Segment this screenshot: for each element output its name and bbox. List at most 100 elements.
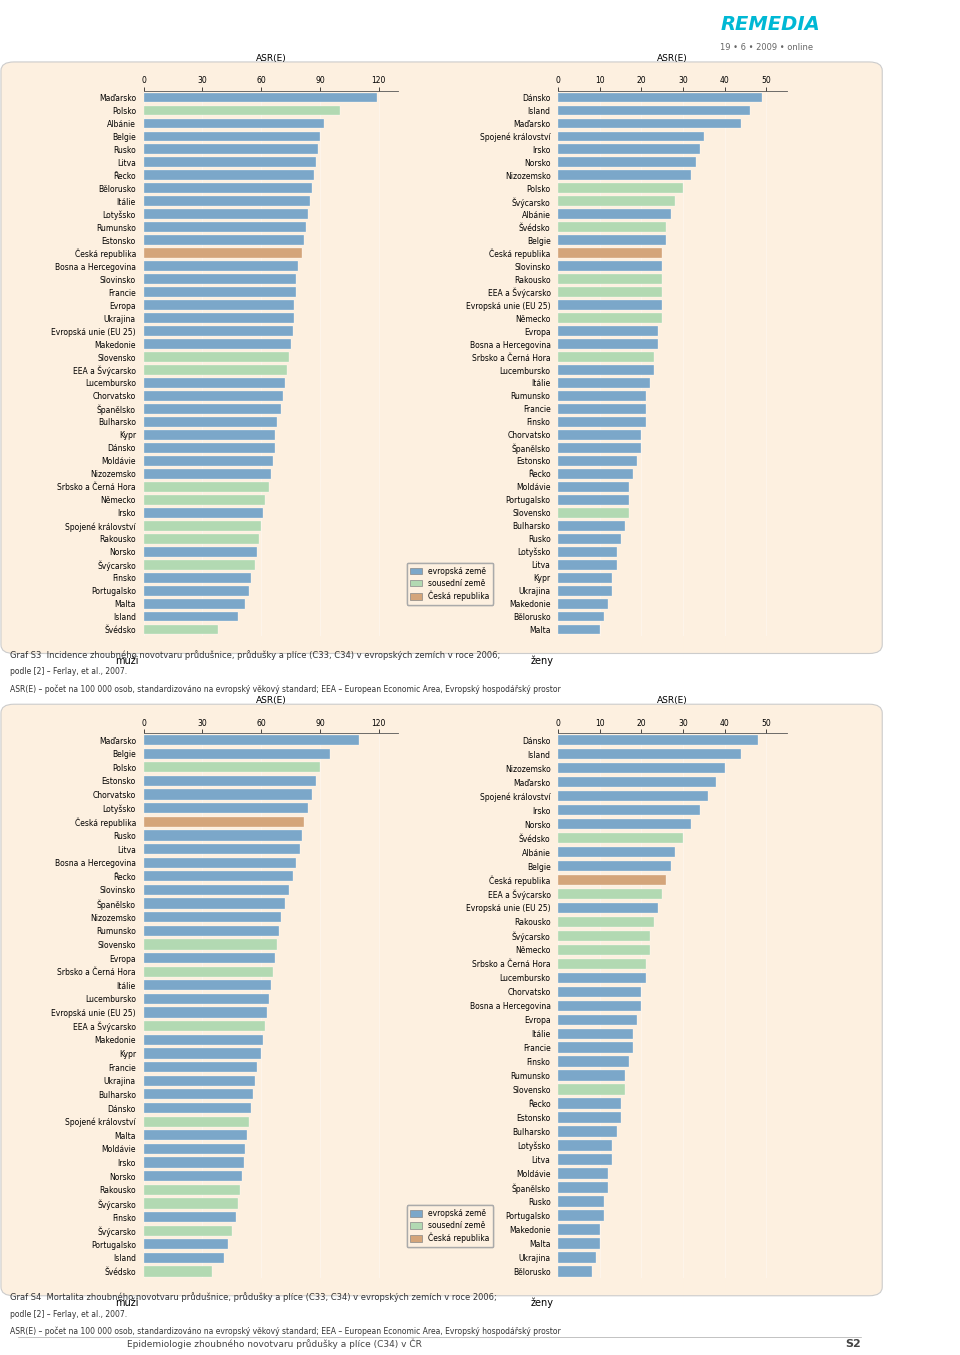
Bar bbox=[559, 1015, 637, 1024]
Bar bbox=[559, 599, 609, 608]
Bar bbox=[144, 734, 359, 745]
Bar bbox=[559, 573, 612, 583]
Bar bbox=[144, 364, 287, 375]
Bar bbox=[144, 171, 314, 180]
Bar bbox=[144, 980, 271, 991]
Bar bbox=[144, 599, 246, 608]
Bar bbox=[144, 145, 318, 154]
Bar bbox=[559, 776, 716, 787]
Bar bbox=[144, 1062, 257, 1072]
Bar bbox=[144, 157, 316, 167]
Bar bbox=[559, 1084, 625, 1095]
Bar bbox=[144, 898, 285, 909]
Text: Graf S4  Mortalita zhoubného novotvaru průdušnice, průdušky a plíce (C33, C34) v: Graf S4 Mortalita zhoubného novotvaru pr… bbox=[10, 1293, 496, 1302]
Bar bbox=[144, 858, 297, 867]
Bar bbox=[144, 248, 302, 257]
Bar bbox=[559, 392, 646, 401]
Bar bbox=[144, 301, 295, 310]
Bar bbox=[559, 482, 629, 492]
Bar bbox=[144, 339, 291, 350]
Bar bbox=[559, 944, 650, 955]
Bar bbox=[144, 274, 297, 285]
Bar bbox=[559, 262, 662, 271]
Bar bbox=[559, 495, 629, 504]
Bar bbox=[144, 210, 308, 220]
Bar bbox=[559, 352, 654, 362]
Text: S2: S2 bbox=[845, 1339, 861, 1350]
Bar bbox=[559, 860, 671, 871]
Bar bbox=[144, 1076, 255, 1085]
FancyBboxPatch shape bbox=[1, 705, 882, 1295]
Bar bbox=[144, 804, 308, 813]
Bar bbox=[144, 1157, 244, 1168]
Bar bbox=[144, 508, 263, 518]
Bar bbox=[144, 1198, 238, 1209]
Text: Graf S3  Incidence zhoubného novotvaru průdušnice, průdušky a plíce (C33, C34) v: Graf S3 Incidence zhoubného novotvaru pr… bbox=[10, 650, 500, 660]
Bar bbox=[559, 611, 604, 622]
Bar bbox=[559, 196, 675, 206]
Bar bbox=[559, 183, 684, 194]
Bar bbox=[559, 457, 637, 466]
Bar bbox=[559, 417, 646, 427]
Bar bbox=[144, 1089, 253, 1099]
Legend: evropská země, sousední země, Česká republika: evropská země, sousední země, Česká repu… bbox=[406, 562, 493, 606]
Bar bbox=[144, 573, 252, 583]
Bar bbox=[144, 443, 275, 453]
Bar bbox=[144, 912, 280, 923]
Bar bbox=[559, 274, 662, 285]
Bar bbox=[559, 1000, 641, 1011]
Bar bbox=[559, 791, 708, 801]
Bar bbox=[144, 287, 297, 297]
Bar bbox=[559, 364, 654, 375]
Bar bbox=[559, 339, 659, 350]
Bar bbox=[144, 106, 340, 115]
Bar bbox=[144, 1103, 252, 1112]
Text: ženy: ženy bbox=[531, 1298, 554, 1309]
X-axis label: ASR(E): ASR(E) bbox=[255, 54, 286, 62]
Bar bbox=[559, 1252, 596, 1263]
Bar bbox=[559, 313, 662, 322]
Bar bbox=[144, 1171, 242, 1182]
Bar bbox=[559, 378, 650, 388]
Bar bbox=[144, 1022, 265, 1031]
Bar bbox=[559, 1099, 621, 1108]
Bar bbox=[559, 902, 659, 913]
Bar bbox=[559, 1183, 609, 1192]
Bar bbox=[559, 973, 646, 984]
Text: Přehledy-názory-diskuse: Přehledy-názory-diskuse bbox=[911, 785, 920, 896]
Bar bbox=[559, 443, 641, 453]
Bar bbox=[144, 236, 304, 245]
Bar bbox=[559, 1238, 600, 1249]
Bar bbox=[144, 495, 265, 504]
Bar bbox=[144, 748, 330, 759]
Bar bbox=[144, 313, 295, 322]
Text: 19 • 6 • 2009 • online: 19 • 6 • 2009 • online bbox=[720, 43, 813, 51]
Bar bbox=[144, 404, 280, 413]
Bar bbox=[559, 1126, 616, 1137]
Text: ASR(E) – počet na 100 000 osob, standardizováno na evropský věkový standard; EEA: ASR(E) – počet na 100 000 osob, standard… bbox=[10, 1327, 561, 1336]
Bar bbox=[559, 958, 646, 969]
Bar bbox=[559, 1042, 634, 1053]
Text: podle [2] – Ferlay, et al., 2007.: podle [2] – Ferlay, et al., 2007. bbox=[10, 667, 127, 676]
Bar bbox=[144, 776, 316, 786]
Bar bbox=[559, 847, 675, 858]
Legend: evropská země, sousední země, Česká republika: evropská země, sousední země, Česká repu… bbox=[406, 1205, 493, 1248]
Bar bbox=[144, 118, 324, 129]
Bar bbox=[144, 939, 276, 950]
Text: ASR(E) – počet na 100 000 osob, standardizováno na evropský věkový standard; EEA: ASR(E) – počet na 100 000 osob, standard… bbox=[10, 684, 561, 694]
Bar bbox=[559, 833, 684, 843]
Bar bbox=[559, 1210, 604, 1221]
Bar bbox=[559, 106, 750, 115]
Bar bbox=[144, 469, 271, 478]
Bar bbox=[144, 1035, 263, 1045]
Bar bbox=[144, 885, 289, 896]
Bar bbox=[559, 1057, 629, 1066]
Bar bbox=[144, 534, 259, 543]
Bar bbox=[144, 222, 306, 232]
Bar bbox=[559, 1266, 591, 1276]
Bar bbox=[144, 482, 269, 492]
Bar bbox=[559, 210, 671, 220]
Bar bbox=[144, 831, 302, 840]
Bar bbox=[559, 1141, 612, 1150]
Bar bbox=[144, 625, 218, 634]
